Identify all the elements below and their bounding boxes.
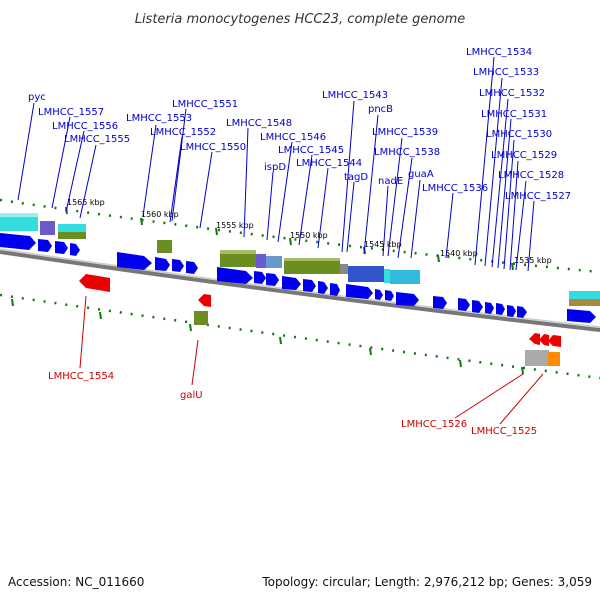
gene-label-galu: galU: [180, 390, 203, 401]
gene-label-lmhcc-1553: LMHCC_1553: [126, 113, 192, 124]
map-title: Listeria monocytogenes HCC23, complete g…: [135, 12, 466, 27]
gene-label-ispd: ispD: [264, 162, 286, 173]
genome-backbone-highlight: [0, 248, 600, 328]
gene-label-pyc: pyc: [28, 92, 46, 103]
kbp-label-1555: 1555 kbp: [216, 221, 254, 230]
gene-label-lmhcc-1543: LMHCC_1543: [322, 90, 388, 101]
cog-blocks-forward: [0, 213, 600, 306]
genome-stats-text: Topology: circular; Length: 2,976,212 bp…: [261, 575, 592, 589]
kbp-label-1565: 1565 kbp: [67, 198, 105, 207]
gene-label-lmhcc-1550: LMHCC_1550: [180, 142, 246, 153]
kbp-label-1545: 1545 kbp: [364, 240, 402, 249]
gene-label-lmhcc-1546: LMHCC_1546: [260, 132, 326, 143]
gene-label-nade: nadE: [378, 176, 403, 187]
gene-label-lmhcc-1530: LMHCC_1530: [486, 129, 552, 140]
reverse-cds-arrows: [79, 274, 561, 347]
gene-label-lmhcc-1528: LMHCC_1528: [498, 170, 564, 181]
gene-label-lmhcc-1533: LMHCC_1533: [473, 67, 539, 78]
gene-label-lmhcc-1539: LMHCC_1539: [372, 127, 438, 138]
gene-label-lmhcc-1534: LMHCC_1534: [466, 47, 532, 58]
gene-label-lmhcc-1551: LMHCC_1551: [172, 99, 238, 110]
gene-label-tagd: tagD: [344, 172, 368, 183]
gene-label-lmhcc-1526: LMHCC_1526: [401, 419, 467, 430]
reverse-gene-labels: LMHCC_1554 galU LMHCC_1526 LMHCC_1525: [48, 371, 537, 437]
gene-label-lmhcc-1531: LMHCC_1531: [481, 109, 547, 120]
gene-label-lmhcc-1555: LMHCC_1555: [64, 134, 130, 145]
gene-label-lmhcc-1529: LMHCC_1529: [491, 150, 557, 161]
kbp-label-1535: 1535 kbp: [514, 256, 552, 265]
gene-label-pncb: pncB: [368, 104, 393, 115]
gene-label-lmhcc-1527: LMHCC_1527: [505, 191, 571, 202]
gene-label-lmhcc-1532: LMHCC_1532: [479, 88, 545, 99]
gene-label-lmhcc-1525: LMHCC_1525: [471, 426, 537, 437]
gene-label-lmhcc-1556: LMHCC_1556: [52, 121, 118, 132]
gene-label-lmhcc-1557: LMHCC_1557: [38, 107, 104, 118]
reverse-label-leaders: [79, 295, 544, 425]
forward-label-leaders: [17, 56, 535, 272]
gene-label-lmhcc-1548: LMHCC_1548: [226, 118, 292, 129]
kbp-label-1560: 1560 kbp: [141, 210, 179, 219]
cog-blocks-reverse: [194, 311, 560, 366]
forward-cds-arrows: [0, 233, 596, 323]
gene-label-guaa: guaA: [408, 169, 434, 180]
forward-gene-labels: pyc LMHCC_1557 LMHCC_1556 LMHCC_1555 LMH…: [28, 47, 571, 202]
kbp-label-1550: 1550 kbp: [290, 231, 328, 240]
gene-label-lmhcc-1545: LMHCC_1545: [278, 145, 344, 156]
gene-label-lmhcc-1538: LMHCC_1538: [374, 147, 440, 158]
major-ticks: [11, 206, 524, 375]
kbp-label-1540: 1540 kbp: [440, 249, 478, 258]
gene-label-lmhcc-1554: LMHCC_1554: [48, 371, 114, 382]
gene-label-lmhcc-1536: LMHCC_1536: [422, 183, 488, 194]
genome-backbone: [0, 250, 600, 332]
accession-text: Accession: NC_011660: [8, 575, 144, 589]
gene-label-lmhcc-1544: LMHCC_1544: [296, 158, 362, 169]
gene-label-lmhcc-1552: LMHCC_1552: [150, 127, 216, 138]
